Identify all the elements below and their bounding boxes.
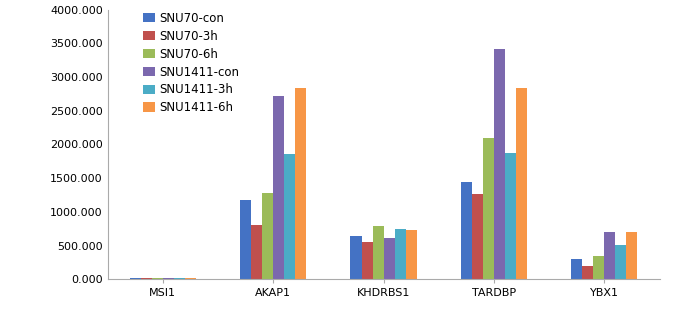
- Bar: [295, 88, 306, 279]
- Bar: [483, 138, 494, 279]
- Bar: [394, 230, 406, 279]
- Bar: [141, 278, 152, 279]
- Bar: [582, 266, 594, 279]
- Bar: [472, 194, 483, 279]
- Bar: [130, 278, 141, 279]
- Legend: SNU70-con, SNU70-3h, SNU70-6h, SNU1411-con, SNU1411-3h, SNU1411-6h: SNU70-con, SNU70-3h, SNU70-6h, SNU1411-c…: [138, 7, 244, 119]
- Bar: [174, 278, 185, 279]
- Bar: [406, 230, 417, 279]
- Bar: [505, 153, 516, 279]
- Bar: [163, 278, 174, 279]
- Bar: [604, 232, 615, 279]
- Bar: [615, 245, 627, 279]
- Bar: [273, 96, 284, 279]
- Bar: [571, 259, 582, 279]
- Bar: [384, 238, 394, 279]
- Bar: [152, 278, 163, 279]
- Bar: [351, 236, 361, 279]
- Bar: [240, 200, 251, 279]
- Bar: [594, 256, 604, 279]
- Bar: [185, 278, 196, 279]
- Bar: [361, 241, 373, 279]
- Bar: [262, 193, 273, 279]
- Bar: [373, 226, 384, 279]
- Bar: [284, 154, 295, 279]
- Bar: [627, 232, 637, 279]
- Bar: [516, 88, 527, 279]
- Bar: [251, 225, 262, 279]
- Bar: [494, 49, 505, 279]
- Bar: [461, 182, 472, 279]
